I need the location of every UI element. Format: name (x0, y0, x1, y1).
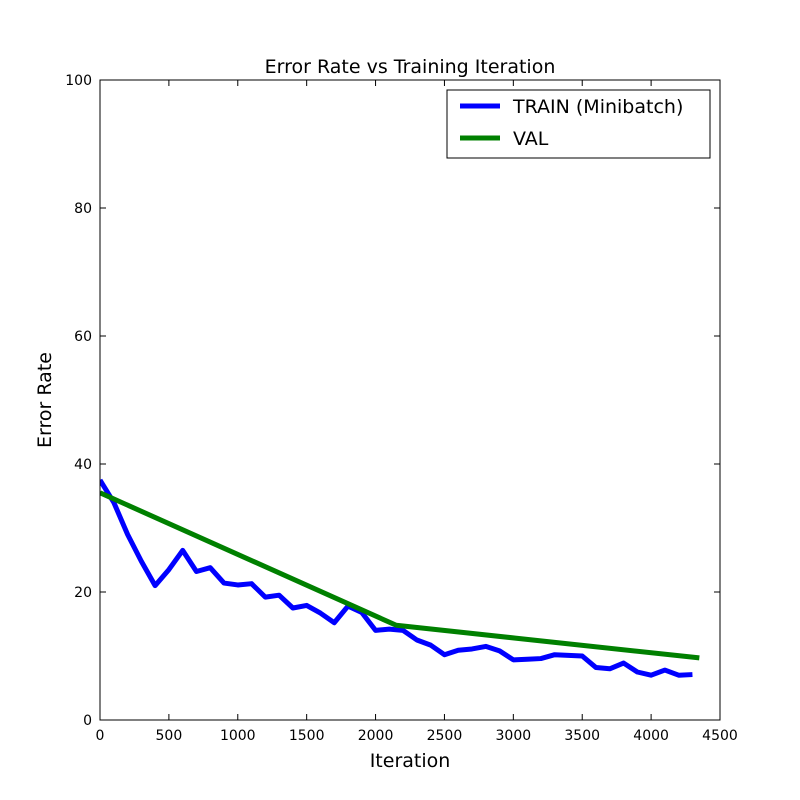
y-tick-label: 100 (65, 73, 92, 89)
series-lines (100, 478, 700, 678)
x-tick-label: 0 (96, 728, 105, 744)
y-tick-label: 80 (74, 201, 92, 217)
tick-labels: 0 500 1000 1500 2000 2500 3000 3500 4000 4500 0 20 4… (65, 73, 738, 744)
x-tick-label: 1000 (220, 728, 256, 744)
x-tick-label: 4500 (702, 728, 738, 744)
y-tick-label: 40 (74, 457, 92, 473)
x-tick-label: 2000 (358, 728, 394, 744)
plot-area (100, 80, 720, 720)
x-tick-label: 2500 (427, 728, 463, 744)
y-tick-label: 20 (74, 585, 92, 601)
x-axis-title: Iteration (370, 750, 451, 772)
legend-label-train: TRAIN (Minibatch) (512, 96, 683, 118)
y-tick-label: 0 (83, 713, 92, 729)
legend: TRAIN (Minibatch) VAL (446, 89, 711, 159)
legend-box (446, 89, 711, 159)
series-line-val (100, 490, 700, 661)
y-axis-title: Error Rate (34, 352, 56, 448)
x-tick-label: 1500 (289, 728, 325, 744)
x-tick-label: 4000 (633, 728, 669, 744)
plot-frame (99, 79, 721, 721)
y-tick-label: 60 (74, 329, 92, 345)
legend-label-val: VAL (513, 128, 549, 150)
series-line-train (100, 478, 693, 678)
x-tick-label: 500 (156, 728, 183, 744)
chart-title: Error Rate vs Training Iteration (265, 56, 556, 78)
x-tick-label: 3000 (496, 728, 532, 744)
x-tick-label: 3500 (564, 728, 600, 744)
